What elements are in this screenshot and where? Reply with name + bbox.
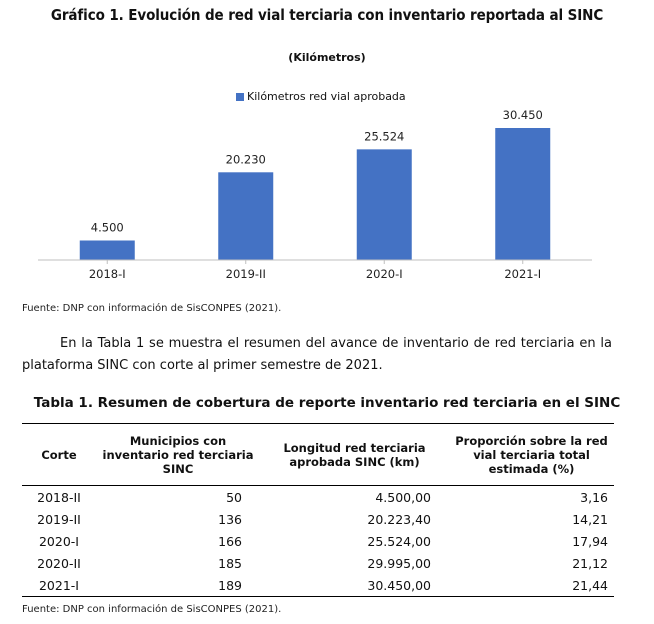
data-label-2019-II: 20.230 <box>226 152 266 166</box>
cell-longitud: 4.500,00 <box>375 489 431 505</box>
cell-proporcion: 3,16 <box>580 489 608 505</box>
chart-source: Fuente: DNP con información de SisCONPES… <box>22 303 282 314</box>
data-label-2020-I: 25.524 <box>364 129 404 143</box>
x-tick-label-2019-II: 2019-II <box>226 267 266 281</box>
bar-2018-I <box>79 240 135 260</box>
legend-label: Kilómetros red vial aprobada <box>247 90 406 103</box>
body-paragraph: En la Tabla 1 se muestra el resumen del … <box>22 336 612 373</box>
x-tick-label-2018-I: 2018-I <box>89 267 126 281</box>
x-tick-label-2020-I: 2020-I <box>366 267 403 281</box>
cell-municipios: 189 <box>96 574 260 597</box>
header-proporcion: Proporción sobre la red vial terciaria t… <box>449 423 614 486</box>
table-header-row: Corte Municipios con inventario red terc… <box>22 423 614 486</box>
header-longitud: Longitud red terciaria aprobada SINC (km… <box>260 423 449 486</box>
table-source: Fuente: DNP con información de SisCONPES… <box>22 604 282 615</box>
table-title: Tabla 1. Resumen de cobertura de reporte… <box>33 395 621 411</box>
cell-proporcion: 21,44 <box>449 574 614 597</box>
cell-longitud: 29.995,00 <box>367 555 431 571</box>
cell-municipios: 185 <box>218 555 242 571</box>
cell-longitud: 20.223,40 <box>367 511 431 527</box>
chart-title: Gráfico 1. Evolución de red vial terciar… <box>50 6 604 24</box>
cell-municipios: 136 <box>218 511 242 527</box>
x-tick-label-2021-I: 2021-I <box>504 267 541 281</box>
cell-corte: 2021-I <box>22 574 96 597</box>
cell-proporcion: 14,21 <box>572 511 608 527</box>
cell-municipios: 166 <box>218 533 242 549</box>
chart-legend: Kilómetros red vial aprobada <box>236 90 406 103</box>
cell-corte: 2020-II <box>37 555 81 571</box>
bar-chart: 4.500 2018-I 20.230 2019-II 25.524 2020-I 30.4… <box>38 108 592 281</box>
summary-table: Corte Municipios con inventario red terc… <box>22 423 614 597</box>
cell-proporcion: 17,94 <box>572 533 608 549</box>
bar-2021-I <box>495 128 551 260</box>
cell-longitud: 30.450,00 <box>260 574 449 597</box>
table-row: 2020-II 185 29.995,00 21,12 <box>22 552 614 574</box>
cell-corte: 2020-I <box>38 533 79 549</box>
chart-subtitle: (Kilómetros) <box>288 51 366 64</box>
data-label-2021-I: 30.450 <box>503 108 543 122</box>
table-row: 2020-I 166 25.524,00 17,94 <box>22 530 614 552</box>
bar-2020-I <box>356 149 412 260</box>
cell-municipios: 50 <box>226 489 242 505</box>
cell-corte: 2019-II <box>37 511 81 527</box>
table-row: 2019-II 136 20.223,40 14,21 <box>22 508 614 530</box>
cell-longitud: 25.524,00 <box>367 533 431 549</box>
cell-corte: 2018-II <box>37 489 81 505</box>
data-label-2018-I: 4.500 <box>91 220 124 234</box>
cell-proporcion: 21,12 <box>572 555 608 571</box>
header-corte: Corte <box>22 423 96 486</box>
legend-swatch <box>236 92 244 101</box>
bar-2019-II <box>218 172 274 260</box>
table-row: 2021-I 189 30.450,00 21,44 <box>22 574 614 597</box>
header-municipios: Municipios con inventario red terciaria … <box>96 423 260 486</box>
table-row: 2018-II 50 4.500,00 3,16 <box>22 486 614 509</box>
